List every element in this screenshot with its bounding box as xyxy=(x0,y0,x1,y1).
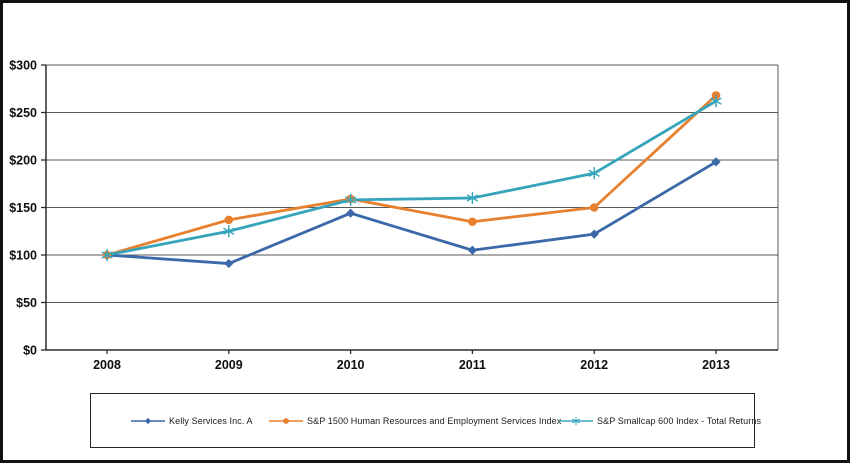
legend-swatch-sp1500-hr-index xyxy=(269,417,303,424)
x-axis-label: 2012 xyxy=(580,358,608,372)
legend-item-sp-smallcap600: S&P Smallcap 600 Index - Total Returns xyxy=(559,415,761,427)
legend-swatch-sp-smallcap600 xyxy=(559,416,593,425)
data-point-star xyxy=(223,227,235,235)
x-axis-label: 2009 xyxy=(215,358,243,372)
y-axis-label: $100 xyxy=(9,249,37,263)
data-point-star xyxy=(710,97,722,105)
data-point-diamond xyxy=(224,258,234,269)
series-line xyxy=(105,99,718,257)
data-point-circle xyxy=(224,215,234,225)
y-axis-label: $300 xyxy=(9,59,37,73)
x-axis-label: 2010 xyxy=(337,358,365,372)
data-point-star xyxy=(101,251,113,259)
y-axis-label: $200 xyxy=(9,154,37,168)
data-point-star xyxy=(466,194,478,202)
data-point-star xyxy=(572,418,580,423)
data-point-diamond xyxy=(711,157,721,167)
x-axis-label: 2011 xyxy=(459,358,486,372)
data-point-diamond xyxy=(346,208,356,218)
legend-swatch-kelly-services xyxy=(131,417,165,424)
data-point-star xyxy=(588,169,600,177)
data-point-diamond xyxy=(589,229,599,239)
data-point-circle xyxy=(468,217,477,227)
y-axis-label: $0 xyxy=(23,344,37,358)
data-point-star xyxy=(345,196,357,204)
legend-label-sp-smallcap600: S&P Smallcap 600 Index - Total Returns xyxy=(597,415,762,426)
legend-item-kelly-services: Kelly Services Inc. A xyxy=(131,415,253,427)
y-axis-label: $50 xyxy=(16,296,37,310)
performance-line-chart: $0 $50 $100 $150 $200 $250 $300 2008 2009 2010 201… xyxy=(9,59,779,372)
y-axis-label: $250 xyxy=(9,106,37,120)
data-point-circle xyxy=(283,417,289,424)
series-line xyxy=(105,160,718,265)
legend-label-sp1500-hr-index: S&P 1500 Human Resources and Employment … xyxy=(307,415,562,426)
chart-legend: Kelly Services Inc. A S&P 1500 Human Res… xyxy=(90,393,761,448)
x-axis-label: 2013 xyxy=(702,358,730,372)
data-point-diamond xyxy=(144,417,152,424)
x-axis-label: 2008 xyxy=(93,358,121,372)
legend-label-kelly-services: Kelly Services Inc. A xyxy=(169,415,253,426)
y-axis-label: $150 xyxy=(9,201,37,215)
data-point-diamond xyxy=(467,245,477,255)
legend-item-sp1500-hr-index: S&P 1500 Human Resources and Employment … xyxy=(269,415,561,427)
data-point-circle xyxy=(589,203,599,212)
series-line xyxy=(105,94,718,257)
